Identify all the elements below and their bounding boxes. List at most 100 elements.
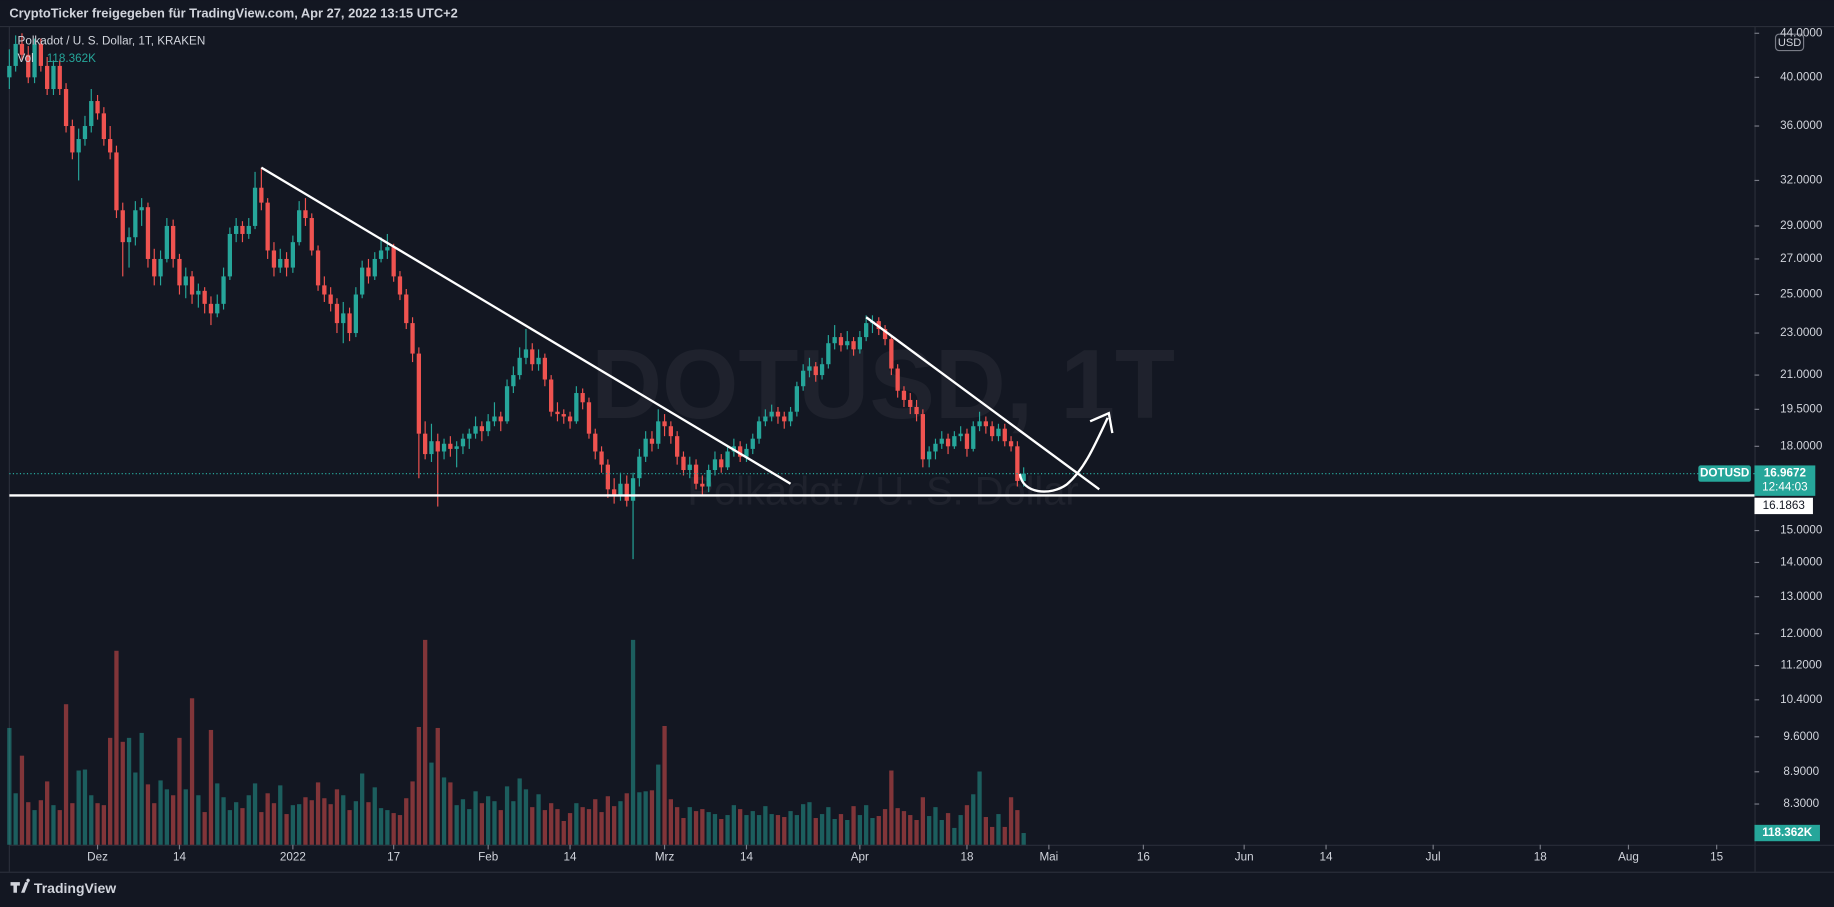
volume-bar (687, 807, 692, 845)
candle-body (435, 441, 440, 452)
currency-box[interactable] (1774, 33, 1805, 52)
x-tick-label: Jul (1426, 851, 1441, 864)
volume-bar (530, 807, 535, 845)
candle-body (38, 43, 43, 66)
candle-body (341, 313, 346, 324)
candle-body (183, 276, 188, 286)
candle-body (353, 294, 359, 334)
candle-body (612, 489, 617, 496)
x-tick-label: Jun (1235, 851, 1254, 864)
y-tick-label: 19.5000 (1780, 402, 1823, 415)
volume-bar (196, 795, 201, 845)
volume-bar (719, 819, 724, 845)
candle-body (423, 433, 428, 455)
axes: 44.0000 40.0000 36.0000 32.0000 29.0000 27.00… (87, 26, 1823, 863)
candle-body (177, 258, 182, 286)
volume-bar (870, 818, 875, 845)
candle-body (996, 428, 1001, 437)
candle-body (643, 438, 648, 457)
candle-body (769, 411, 774, 417)
volume-bar (240, 808, 245, 845)
candle-body (624, 483, 629, 501)
volume-bar (32, 810, 37, 845)
candle-body (693, 464, 699, 484)
volume-bar (234, 802, 239, 845)
volume-bar (958, 815, 963, 845)
candle-body (246, 225, 251, 234)
candle-body (958, 433, 963, 437)
candle-body (215, 303, 220, 314)
volume-bar (309, 800, 314, 845)
candle-body (189, 276, 195, 295)
volume-bar (423, 639, 428, 845)
volume-bar (630, 639, 636, 845)
candle-body (26, 54, 31, 78)
candle-body (504, 386, 510, 422)
volume-bar (13, 793, 18, 845)
volume-bar (227, 810, 233, 845)
candle-body (404, 294, 409, 324)
candle-body (145, 207, 151, 259)
candle-body (51, 65, 56, 90)
volume-bar (51, 805, 56, 845)
candle-body (240, 225, 245, 234)
candle-body (794, 386, 800, 412)
volume-bar (756, 815, 762, 845)
volume-bar (171, 795, 176, 845)
volume-bar (341, 795, 346, 845)
y-tick-label: 11.2000 (1781, 659, 1823, 672)
candle-body (586, 402, 592, 434)
candle-body (196, 290, 201, 295)
x-tick-label: 17 (387, 851, 400, 864)
volume-bar (429, 762, 434, 845)
volume-bar (819, 814, 825, 845)
y-tick-label: 25.0000 (1780, 288, 1823, 301)
candle-body (101, 113, 106, 140)
volume-bar (567, 813, 573, 845)
candle-body (1002, 428, 1007, 442)
candle-body (164, 225, 169, 259)
candle-body (366, 267, 371, 277)
currency[interactable]: USD (1778, 37, 1801, 49)
volume-bar (750, 811, 755, 845)
volume-bar (700, 809, 705, 845)
volume-bar (353, 801, 359, 845)
volume-bar (964, 805, 970, 845)
volume-bar (259, 812, 264, 845)
volume-bar (782, 817, 787, 845)
volume-bar (297, 804, 302, 845)
volume-bar (410, 781, 415, 845)
candle-body (378, 250, 384, 259)
volume-bar (794, 815, 800, 845)
candle-body (208, 303, 214, 314)
watermark-subtitle: Polkadot / U. S. Dollar (688, 469, 1079, 513)
candle-body (410, 323, 415, 354)
volume-bar (479, 803, 485, 845)
volume-bar (454, 805, 459, 845)
x-tick-label: Mrz (655, 851, 675, 864)
y-tick-label: 8.3000 (1783, 797, 1819, 810)
y-tick-label: 13.0000 (1780, 590, 1823, 603)
candle-body (952, 436, 957, 447)
volume-bar (265, 793, 270, 845)
volume-bar (284, 814, 289, 845)
trendline (865, 316, 1100, 491)
volume-bar (681, 818, 686, 845)
candle-body (448, 443, 453, 449)
candle-body (675, 436, 680, 457)
shared-by: CryptoTicker freigegeben für TradingView… (9, 6, 457, 21)
candle-body (536, 357, 541, 365)
candle-body (89, 101, 94, 127)
volume-bar (378, 808, 384, 845)
candle-body (120, 210, 125, 243)
y-tick-label: 10.4000 (1780, 693, 1823, 706)
horizontal-line-label: 16.1863 (1763, 499, 1805, 512)
candle-body (813, 366, 818, 376)
candle-body (454, 446, 459, 449)
volume-bar (933, 807, 938, 845)
volume-bar (517, 778, 522, 845)
candle-body (391, 247, 396, 277)
volume-bar (108, 737, 113, 845)
candle-body (158, 258, 163, 277)
volume-bar (618, 801, 623, 845)
